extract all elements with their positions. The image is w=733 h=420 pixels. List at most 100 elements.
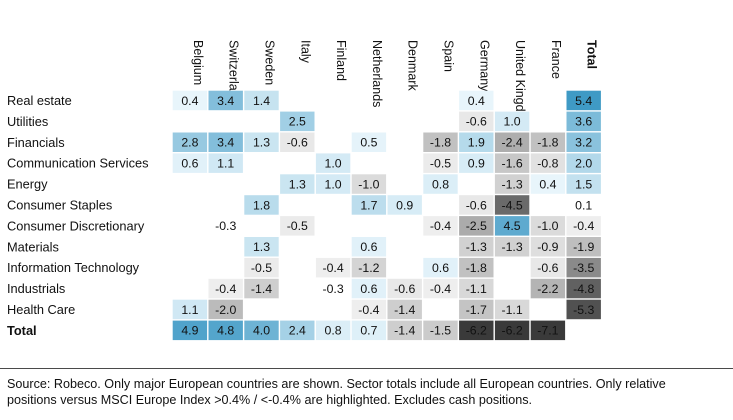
cell-value: -0.4: [322, 261, 343, 275]
heatmap-cell: [351, 299, 387, 320]
heatmap-cell: [172, 299, 208, 320]
cell-value: -0.5: [251, 261, 272, 275]
heatmap-cell: [351, 195, 387, 215]
column-header-sweden: Sweden: [263, 40, 277, 85]
heatmap-cell: [208, 132, 243, 152]
cell-value: 0.6: [181, 156, 198, 170]
column-header-belgium: Belgium: [191, 40, 205, 85]
source-note-line-1: Source: Robeco. Only major European coun…: [7, 377, 666, 391]
heatmap-cell: [494, 111, 530, 132]
cell-value: 2.4: [289, 324, 306, 338]
cell-value: -1.2: [358, 261, 379, 275]
heatmap-cell: [244, 320, 279, 341]
row-label-total: Total: [7, 323, 37, 338]
column-header-italy: Italy: [298, 40, 312, 64]
cell-value: 1.1: [217, 156, 234, 170]
heatmap-cell: [530, 132, 566, 152]
cell-value: 2.8: [181, 136, 198, 150]
heatmap-cell: [459, 278, 494, 299]
heatmap-cell: [530, 278, 566, 299]
heatmap-cell: [244, 257, 279, 278]
heatmap-cell: [244, 195, 279, 215]
row-label-consumer-staples: Consumer Staples: [7, 197, 112, 212]
heatmap-cell: [208, 153, 243, 173]
column-header-denmark: Denmark: [406, 40, 420, 91]
heatmap-cell: [244, 278, 279, 299]
cell-value: 1.0: [325, 156, 342, 170]
cell-value: -2.2: [537, 282, 558, 296]
cell-value: -1.0: [537, 219, 558, 233]
cell-value: 2.5: [289, 115, 306, 129]
cell-value: 0.9: [396, 198, 413, 212]
heatmap-cell: [566, 299, 601, 320]
cell-value: 0.5: [360, 136, 377, 150]
heatmap-cell: [423, 174, 458, 194]
cell-value: -0.6: [466, 198, 487, 212]
heatmap-cell: [459, 237, 494, 257]
heatmap-cell: [351, 320, 387, 341]
cell-value: -0.4: [573, 219, 594, 233]
cell-value: -1.1: [501, 303, 522, 317]
cell-value: -0.4: [215, 282, 236, 296]
heatmap-cell: [387, 278, 422, 299]
heatmap-cell: [315, 174, 351, 194]
cell-value: 0.4: [181, 94, 198, 108]
row-label-utilities: Utilities: [7, 114, 48, 129]
heatmap-cell: [566, 111, 601, 132]
cell-value: 3.6: [575, 115, 592, 129]
cell-value: -0.4: [430, 219, 451, 233]
heatmap-cell: [208, 299, 243, 320]
cell-value: 1.7: [360, 198, 377, 212]
cell-value: -1.8: [430, 136, 451, 150]
cell-value: -0.6: [394, 282, 415, 296]
cell-value: -0.6: [537, 261, 558, 275]
cell-value: 0.6: [360, 282, 377, 296]
heatmap-cell: [172, 90, 208, 111]
heatmap-cell: [423, 320, 458, 341]
cell-value: -1.4: [394, 324, 415, 338]
heatmap-cell: [315, 153, 351, 173]
column-header-total: Total: [585, 40, 599, 69]
heatmap-cell: [459, 153, 494, 173]
heatmap-cell: [530, 257, 566, 278]
heatmap-cell: [494, 299, 530, 320]
heatmap-cell: [566, 216, 601, 236]
cell-value: 4.5: [504, 219, 521, 233]
cell-value: 3.4: [217, 94, 234, 108]
cell-value: -0.3: [322, 282, 343, 296]
column-header-united-kingdom: United Kingdom: [513, 40, 527, 129]
heatmap-cell: [530, 174, 566, 194]
heatmap-cell: [459, 257, 494, 278]
heatmap-cell: [494, 153, 530, 173]
cell-value: -0.6: [466, 115, 487, 129]
cell-value: -1.4: [394, 303, 415, 317]
heatmap-cell: [530, 320, 566, 341]
cell-value: 0.9: [468, 156, 485, 170]
heatmap-cell: [494, 320, 530, 341]
heatmap-cell: [494, 174, 530, 194]
cell-value: 0.6: [432, 261, 449, 275]
cell-value: -6.2: [466, 324, 487, 338]
heatmap-cell: [423, 257, 458, 278]
heatmap-cell: [494, 237, 530, 257]
cell-value: 1.3: [253, 136, 270, 150]
cell-value: -7.1: [537, 324, 558, 338]
cell-value: 0.1: [575, 198, 592, 212]
heatmap-cell: [351, 237, 387, 257]
cell-value: -1.6: [501, 156, 522, 170]
heatmap-cell: [566, 132, 601, 152]
heatmap-cell: [423, 278, 458, 299]
heatmap-chart: Belgium Switzerland Sweden Italy Finland Neth…: [7, 40, 601, 341]
heatmap-cell: [494, 132, 530, 152]
heatmap-cell: [494, 195, 530, 215]
heatmap-cell: [566, 90, 601, 111]
heatmap-cell: [280, 132, 315, 152]
cell-value: -1.1: [466, 282, 487, 296]
heatmap-cell: [423, 132, 458, 152]
cell-value: -1.9: [573, 240, 594, 254]
cell-value: -0.4: [430, 282, 451, 296]
heatmap-cell: [351, 257, 387, 278]
heatmap-cell: [172, 153, 208, 173]
cell-value: 1.8: [253, 198, 270, 212]
cell-value: 4.8: [217, 324, 234, 338]
